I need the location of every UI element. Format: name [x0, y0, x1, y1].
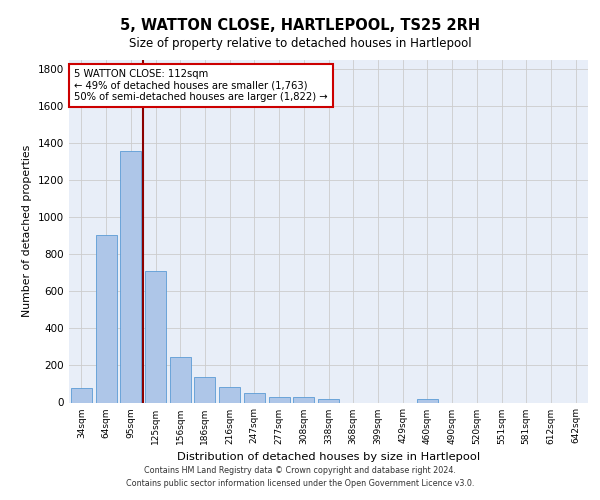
- Bar: [71, 388, 92, 402]
- Text: 5, WATTON CLOSE, HARTLEPOOL, TS25 2RH: 5, WATTON CLOSE, HARTLEPOOL, TS25 2RH: [120, 18, 480, 32]
- Bar: [219, 387, 240, 402]
- Bar: [244, 393, 265, 402]
- Bar: [95, 235, 116, 402]
- Bar: [120, 150, 141, 402]
- Text: Contains HM Land Registry data © Crown copyright and database right 2024.
Contai: Contains HM Land Registry data © Crown c…: [126, 466, 474, 487]
- Text: 5 WATTON CLOSE: 112sqm
← 49% of detached houses are smaller (1,763)
50% of semi-: 5 WATTON CLOSE: 112sqm ← 49% of detached…: [74, 68, 328, 102]
- Bar: [293, 397, 314, 402]
- Bar: [194, 376, 215, 402]
- Bar: [318, 399, 339, 402]
- X-axis label: Distribution of detached houses by size in Hartlepool: Distribution of detached houses by size …: [177, 452, 480, 462]
- Bar: [417, 399, 438, 402]
- Bar: [145, 271, 166, 402]
- Bar: [269, 397, 290, 402]
- Bar: [170, 357, 191, 403]
- Y-axis label: Number of detached properties: Number of detached properties: [22, 145, 32, 318]
- Text: Size of property relative to detached houses in Hartlepool: Size of property relative to detached ho…: [128, 38, 472, 51]
